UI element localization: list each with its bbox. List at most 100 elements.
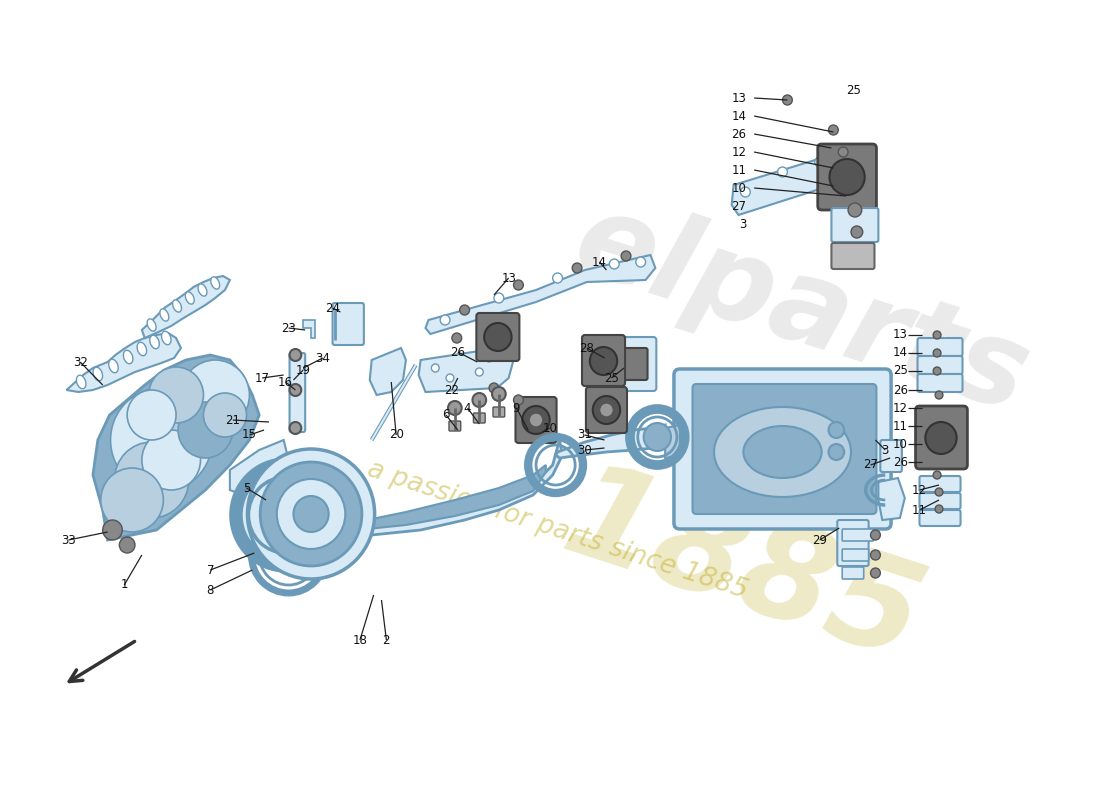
Text: 12: 12 <box>732 146 746 158</box>
Text: 13: 13 <box>893 329 907 342</box>
Text: 15: 15 <box>242 429 257 442</box>
Polygon shape <box>666 425 680 458</box>
Circle shape <box>870 550 880 560</box>
Circle shape <box>431 364 439 372</box>
Circle shape <box>600 403 614 417</box>
Polygon shape <box>304 320 315 338</box>
Text: 31: 31 <box>578 429 593 442</box>
Circle shape <box>828 444 844 460</box>
Polygon shape <box>370 348 406 395</box>
Circle shape <box>446 374 454 382</box>
Text: 1885: 1885 <box>549 453 938 687</box>
Circle shape <box>494 293 504 303</box>
FancyBboxPatch shape <box>917 356 962 374</box>
Circle shape <box>492 387 506 401</box>
FancyBboxPatch shape <box>582 335 625 386</box>
Circle shape <box>484 323 512 351</box>
Circle shape <box>142 430 200 490</box>
Text: 27: 27 <box>864 458 878 471</box>
Circle shape <box>475 368 483 376</box>
FancyBboxPatch shape <box>493 407 505 417</box>
Polygon shape <box>732 158 832 215</box>
Circle shape <box>490 383 499 393</box>
Text: 10: 10 <box>542 422 558 434</box>
Text: 11: 11 <box>912 503 927 517</box>
Circle shape <box>935 505 943 513</box>
Ellipse shape <box>150 335 160 349</box>
Circle shape <box>870 530 880 540</box>
Circle shape <box>593 396 620 424</box>
Text: 10: 10 <box>732 182 746 194</box>
Circle shape <box>472 393 486 407</box>
FancyBboxPatch shape <box>843 529 873 541</box>
Circle shape <box>452 333 462 343</box>
Circle shape <box>621 251 631 261</box>
FancyBboxPatch shape <box>473 413 485 423</box>
Ellipse shape <box>198 284 207 296</box>
Ellipse shape <box>162 331 170 345</box>
Text: 19: 19 <box>296 363 310 377</box>
FancyBboxPatch shape <box>476 313 519 361</box>
Text: 34: 34 <box>316 351 330 365</box>
Text: 25: 25 <box>604 371 619 385</box>
Circle shape <box>440 315 450 325</box>
FancyBboxPatch shape <box>880 440 902 472</box>
Text: 3: 3 <box>881 443 889 457</box>
Circle shape <box>148 367 204 423</box>
Text: 3: 3 <box>739 218 746 230</box>
Circle shape <box>289 384 301 396</box>
Text: 14: 14 <box>592 255 607 269</box>
Text: 1: 1 <box>121 578 128 591</box>
Text: 6: 6 <box>442 409 450 422</box>
Circle shape <box>815 157 825 167</box>
Circle shape <box>870 568 880 578</box>
Circle shape <box>828 422 844 438</box>
FancyBboxPatch shape <box>920 493 960 509</box>
Circle shape <box>925 422 957 454</box>
Circle shape <box>114 442 189 518</box>
FancyBboxPatch shape <box>516 397 557 443</box>
Circle shape <box>128 390 176 440</box>
Text: 8: 8 <box>207 583 215 597</box>
Circle shape <box>119 537 135 553</box>
FancyBboxPatch shape <box>623 348 648 380</box>
Ellipse shape <box>138 342 146 356</box>
Circle shape <box>828 125 838 135</box>
Text: 12: 12 <box>893 402 907 414</box>
FancyBboxPatch shape <box>917 374 962 392</box>
Circle shape <box>289 349 301 361</box>
Circle shape <box>294 496 329 532</box>
Circle shape <box>778 167 788 177</box>
FancyBboxPatch shape <box>817 144 877 210</box>
FancyBboxPatch shape <box>289 353 305 432</box>
Text: 29: 29 <box>812 534 827 546</box>
FancyBboxPatch shape <box>832 243 875 269</box>
Text: 30: 30 <box>578 443 592 457</box>
Ellipse shape <box>109 359 118 373</box>
Circle shape <box>933 367 940 375</box>
Circle shape <box>289 422 301 434</box>
Circle shape <box>277 479 345 549</box>
Text: 25: 25 <box>846 83 861 97</box>
Ellipse shape <box>185 292 195 304</box>
Circle shape <box>829 159 865 195</box>
Circle shape <box>514 280 524 290</box>
Ellipse shape <box>744 426 822 478</box>
Circle shape <box>636 257 646 267</box>
Circle shape <box>782 95 792 105</box>
Circle shape <box>609 259 619 269</box>
Circle shape <box>182 360 250 430</box>
Text: 14: 14 <box>893 346 907 359</box>
FancyBboxPatch shape <box>917 338 962 356</box>
Text: 5: 5 <box>243 482 250 494</box>
Text: elparts: elparts <box>561 182 1043 438</box>
Polygon shape <box>66 333 182 392</box>
Circle shape <box>848 203 861 217</box>
FancyBboxPatch shape <box>332 303 364 345</box>
Text: 13: 13 <box>502 271 516 285</box>
Polygon shape <box>92 355 260 540</box>
FancyBboxPatch shape <box>920 476 960 492</box>
Text: 7: 7 <box>207 563 215 577</box>
Circle shape <box>935 391 943 399</box>
Circle shape <box>933 349 940 357</box>
